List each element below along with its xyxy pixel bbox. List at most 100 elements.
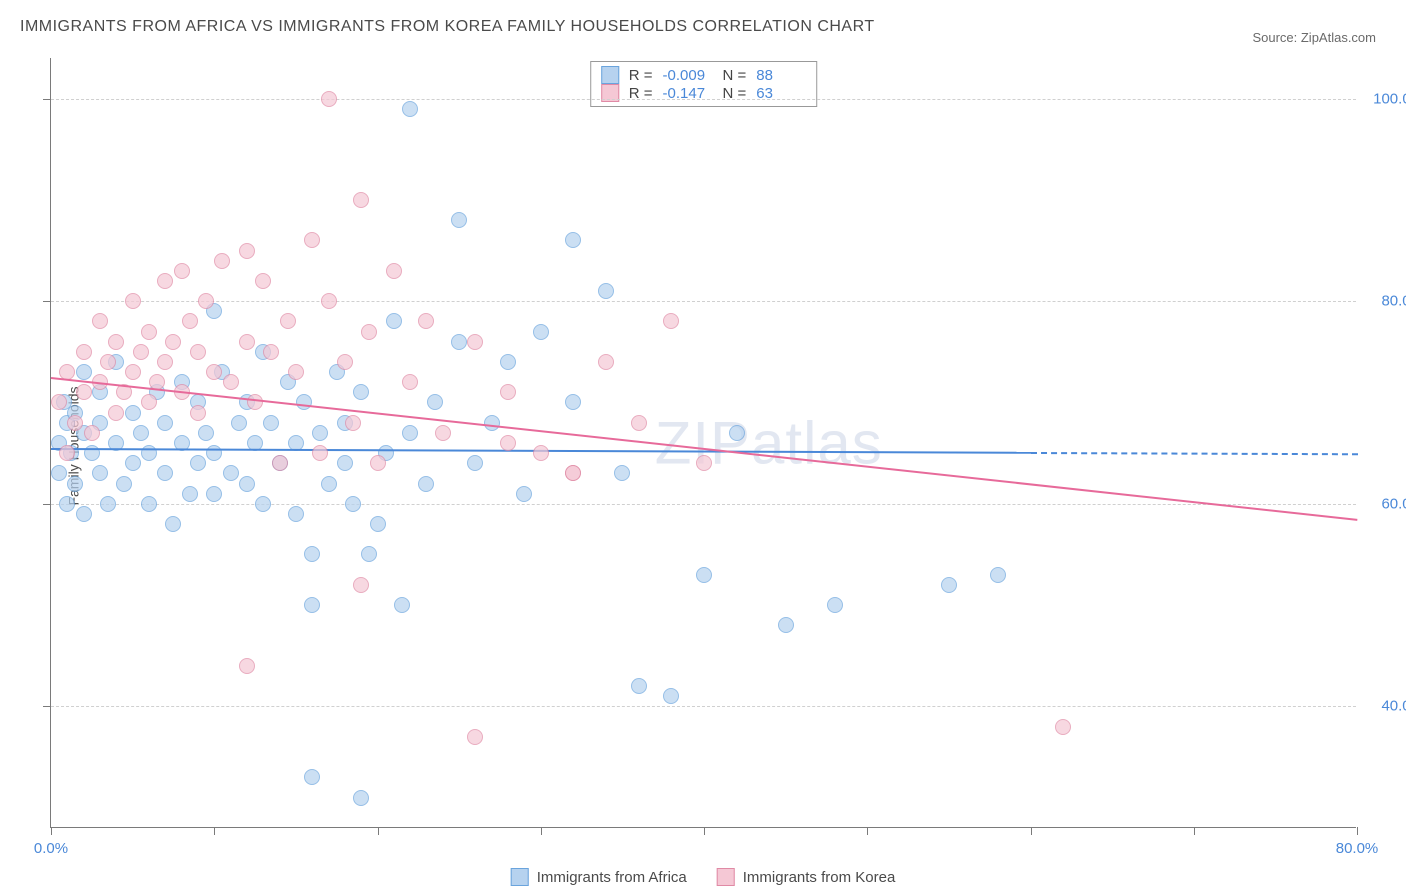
data-point xyxy=(353,577,369,593)
x-tick-label: 80.0% xyxy=(1336,840,1379,857)
data-point xyxy=(247,394,263,410)
r-value: -0.009 xyxy=(663,67,713,84)
data-point xyxy=(174,263,190,279)
data-point xyxy=(663,313,679,329)
data-point xyxy=(1055,719,1071,735)
legend-row: R =-0.009N =88 xyxy=(601,66,807,84)
data-point xyxy=(239,658,255,674)
data-point xyxy=(312,425,328,441)
legend-label: Immigrants from Africa xyxy=(537,869,687,886)
data-point xyxy=(402,101,418,117)
data-point xyxy=(361,546,377,562)
data-point xyxy=(370,455,386,471)
legend-label: Immigrants from Korea xyxy=(743,869,896,886)
series-legend: Immigrants from Africa Immigrants from Ko… xyxy=(511,868,896,886)
y-tick-label: 60.0% xyxy=(1381,495,1406,512)
data-point xyxy=(76,364,92,380)
data-point xyxy=(157,273,173,289)
data-point xyxy=(778,617,794,633)
data-point xyxy=(231,415,247,431)
tick-v xyxy=(1031,827,1032,835)
tick-h xyxy=(43,504,51,505)
plot-area: ZIPatlas R =-0.009N =88R =-0.147N =63 40… xyxy=(50,58,1356,828)
data-point xyxy=(108,334,124,350)
y-tick-label: 80.0% xyxy=(1381,293,1406,310)
data-point xyxy=(345,496,361,512)
data-point xyxy=(451,212,467,228)
tick-v xyxy=(541,827,542,835)
tick-v xyxy=(867,827,868,835)
tick-v xyxy=(51,827,52,835)
data-point xyxy=(263,415,279,431)
data-point xyxy=(565,394,581,410)
data-point xyxy=(402,425,418,441)
data-point xyxy=(304,546,320,562)
data-point xyxy=(353,790,369,806)
data-point xyxy=(92,313,108,329)
data-point xyxy=(941,577,957,593)
data-point xyxy=(467,729,483,745)
data-point xyxy=(157,415,173,431)
data-point xyxy=(190,455,206,471)
data-point xyxy=(100,354,116,370)
data-point xyxy=(321,91,337,107)
data-point xyxy=(467,455,483,471)
data-point xyxy=(321,476,337,492)
data-point xyxy=(100,496,116,512)
data-point xyxy=(223,465,239,481)
data-point xyxy=(467,334,483,350)
data-point xyxy=(500,435,516,451)
data-point xyxy=(133,425,149,441)
data-point xyxy=(435,425,451,441)
data-point xyxy=(182,486,198,502)
data-point xyxy=(165,334,181,350)
n-value: 88 xyxy=(756,67,806,84)
data-point xyxy=(394,597,410,613)
source-name: ZipAtlas.com xyxy=(1301,30,1376,45)
y-tick-label: 100.0% xyxy=(1373,90,1406,107)
data-point xyxy=(500,384,516,400)
data-point xyxy=(239,476,255,492)
legend-swatch xyxy=(511,868,529,886)
data-point xyxy=(288,364,304,380)
data-point xyxy=(598,283,614,299)
data-point xyxy=(565,232,581,248)
tick-h xyxy=(43,706,51,707)
data-point xyxy=(190,405,206,421)
data-point xyxy=(92,465,108,481)
data-point xyxy=(321,293,337,309)
data-point xyxy=(288,506,304,522)
tick-v xyxy=(1357,827,1358,835)
data-point xyxy=(157,465,173,481)
data-point xyxy=(827,597,843,613)
data-point xyxy=(353,192,369,208)
data-point xyxy=(418,313,434,329)
data-point xyxy=(141,496,157,512)
data-point xyxy=(198,425,214,441)
data-point xyxy=(141,394,157,410)
legend-item: Immigrants from Africa xyxy=(511,868,687,886)
n-label: N = xyxy=(723,67,747,84)
data-point xyxy=(190,344,206,360)
tick-v xyxy=(1194,827,1195,835)
data-point xyxy=(157,354,173,370)
chart-title: IMMIGRANTS FROM AFRICA VS IMMIGRANTS FRO… xyxy=(20,18,875,36)
data-point xyxy=(427,394,443,410)
data-point xyxy=(280,313,296,329)
data-point xyxy=(255,496,271,512)
data-point xyxy=(516,486,532,502)
tick-h xyxy=(43,301,51,302)
data-point xyxy=(304,232,320,248)
data-point xyxy=(663,688,679,704)
data-point xyxy=(304,597,320,613)
trend-line xyxy=(1030,452,1357,455)
data-point xyxy=(67,415,83,431)
data-point xyxy=(223,374,239,390)
data-point xyxy=(402,374,418,390)
legend-item: Immigrants from Korea xyxy=(717,868,896,886)
data-point xyxy=(272,455,288,471)
tick-v xyxy=(214,827,215,835)
data-point xyxy=(386,313,402,329)
data-point xyxy=(533,324,549,340)
data-point xyxy=(729,425,745,441)
